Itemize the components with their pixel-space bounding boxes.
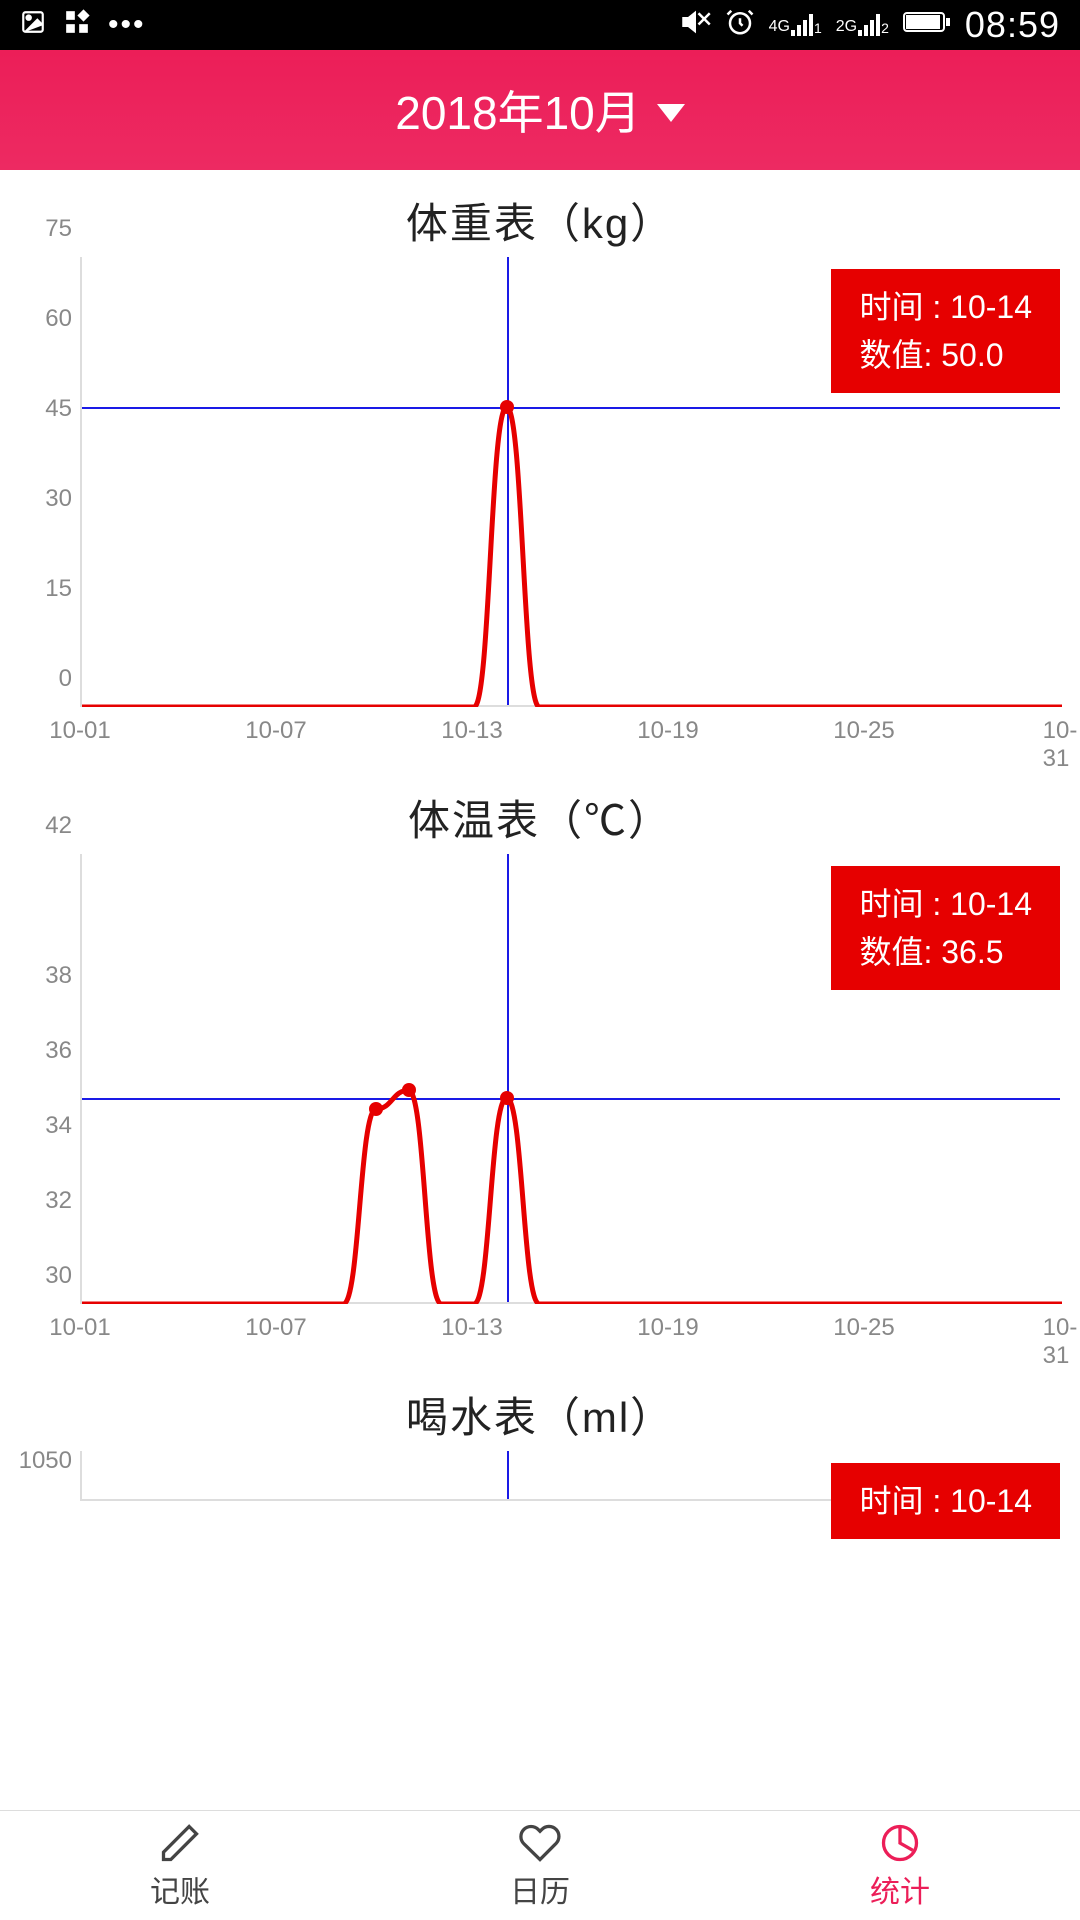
y-tick: 75 [45, 215, 72, 243]
pencil-icon [156, 1821, 204, 1865]
y-tick: 1050 [19, 1447, 72, 1475]
y-tick: 45 [45, 395, 72, 423]
y-tick: 42 [45, 812, 72, 840]
y-axis: 1050 [10, 1451, 80, 1501]
tooltip-time: 时间 : 10-14 [859, 880, 1032, 928]
status-right: 4G 1 2G 2 08:59 [681, 4, 1060, 46]
alarm-icon [725, 7, 755, 44]
chart-area[interactable]: 01530456075时间 : 10-14数值: 50.010-0110-071… [10, 257, 1070, 767]
chart-title: 体重表（kg） [0, 180, 1080, 257]
y-axis: 303234363842 [10, 854, 80, 1304]
header-title-text: 2018年10月 [395, 77, 641, 143]
plot-area[interactable]: 时间 : 10-14数值: 50.0 [80, 257, 1060, 707]
tooltip-time: 时间 : 10-14 [859, 1477, 1032, 1525]
chart-title: 喝水表（ml） [0, 1374, 1080, 1451]
x-tick: 10-07 [245, 717, 306, 745]
x-tick: 10-19 [637, 1314, 698, 1342]
plot-area[interactable]: 时间 : 10-14数值: 36.5 [80, 854, 1060, 1304]
y-tick: 30 [45, 1262, 72, 1290]
x-axis: 10-0110-0710-1310-1910-2510-31 [80, 707, 1060, 767]
y-tick: 38 [45, 962, 72, 990]
signal-2: 2G 2 [836, 14, 889, 36]
y-tick: 36 [45, 1037, 72, 1065]
y-tick: 60 [45, 305, 72, 333]
chart-area[interactable]: 303234363842时间 : 10-14数值: 36.510-0110-07… [10, 854, 1070, 1364]
chart-block: 体重表（kg） 0 15 30 45 60 75 时间 : 10-14数值: 50.0 10-0… [0, 170, 1080, 767]
x-tick: 10-31 [1043, 717, 1078, 773]
bottom-nav: 记账 日历 统计 [0, 1810, 1080, 1920]
x-tick: 10-31 [1043, 1314, 1078, 1370]
x-tick: 10-01 [49, 1314, 110, 1342]
nav-item-pie[interactable]: 统计 [720, 1811, 1080, 1920]
mute-icon [681, 7, 711, 44]
chart-title: 体温表（℃） [0, 777, 1080, 854]
chart-tooltip: 时间 : 10-14 [831, 1463, 1060, 1539]
data-marker [402, 1083, 416, 1097]
chart-block: 体温表（℃） 30 32 34 36 38 42 时间 : 10-14数值: 36.5 10-0… [0, 767, 1080, 1364]
y-tick: 30 [45, 485, 72, 513]
battery-icon [903, 10, 951, 41]
nav-label: 统计 [870, 1867, 930, 1911]
x-tick: 10-25 [833, 717, 894, 745]
tooltip-value: 数值: 50.0 [859, 331, 1032, 379]
heart-icon [516, 1821, 564, 1865]
tooltip-value: 数值: 36.5 [859, 928, 1032, 976]
y-axis: 01530456075 [10, 257, 80, 707]
month-selector[interactable]: 2018年10月 [395, 77, 685, 143]
data-marker [500, 1091, 514, 1105]
apps-icon [64, 9, 90, 42]
header: 2018年10月 [0, 50, 1080, 170]
status-time: 08:59 [965, 4, 1060, 46]
x-tick: 10-25 [833, 1314, 894, 1342]
tooltip-time: 时间 : 10-14 [859, 283, 1032, 331]
chart-tooltip: 时间 : 10-14数值: 36.5 [831, 866, 1060, 990]
x-tick: 10-01 [49, 717, 110, 745]
data-marker [369, 1102, 383, 1116]
chart-area[interactable]: 1050时间 : 10-14 [10, 1451, 1070, 1561]
chevron-down-icon [657, 104, 685, 122]
y-tick: 15 [45, 575, 72, 603]
x-tick: 10-07 [245, 1314, 306, 1342]
nav-item-pencil[interactable]: 记账 [0, 1811, 360, 1920]
charts-container[interactable]: 体重表（kg）01530456075时间 : 10-14数值: 50.010-0… [0, 170, 1080, 1810]
status-bar: ••• 4G 1 2G 2 08:59 [0, 0, 1080, 50]
status-left: ••• [20, 8, 146, 42]
crosshair-vertical [507, 1451, 509, 1499]
y-tick: 32 [45, 1187, 72, 1215]
x-tick: 10-13 [441, 1314, 502, 1342]
data-marker [500, 400, 514, 414]
x-axis: 10-0110-0710-1310-1910-2510-31 [80, 1304, 1060, 1364]
nav-label: 记账 [150, 1867, 210, 1911]
chart-tooltip: 时间 : 10-14数值: 50.0 [831, 269, 1060, 393]
x-tick: 10-19 [637, 717, 698, 745]
pie-icon [876, 1821, 924, 1865]
y-tick: 0 [59, 665, 72, 693]
plot-area[interactable]: 时间 : 10-14 [80, 1451, 1060, 1501]
y-tick: 34 [45, 1112, 72, 1140]
more-icon: ••• [108, 8, 146, 42]
x-tick: 10-13 [441, 717, 502, 745]
chart-block: 喝水表（ml）1050时间 : 10-14 [0, 1364, 1080, 1561]
nav-item-heart[interactable]: 日历 [360, 1811, 720, 1920]
signal-1: 4G 1 [769, 14, 822, 36]
image-icon [20, 9, 46, 42]
nav-label: 日历 [510, 1867, 570, 1911]
